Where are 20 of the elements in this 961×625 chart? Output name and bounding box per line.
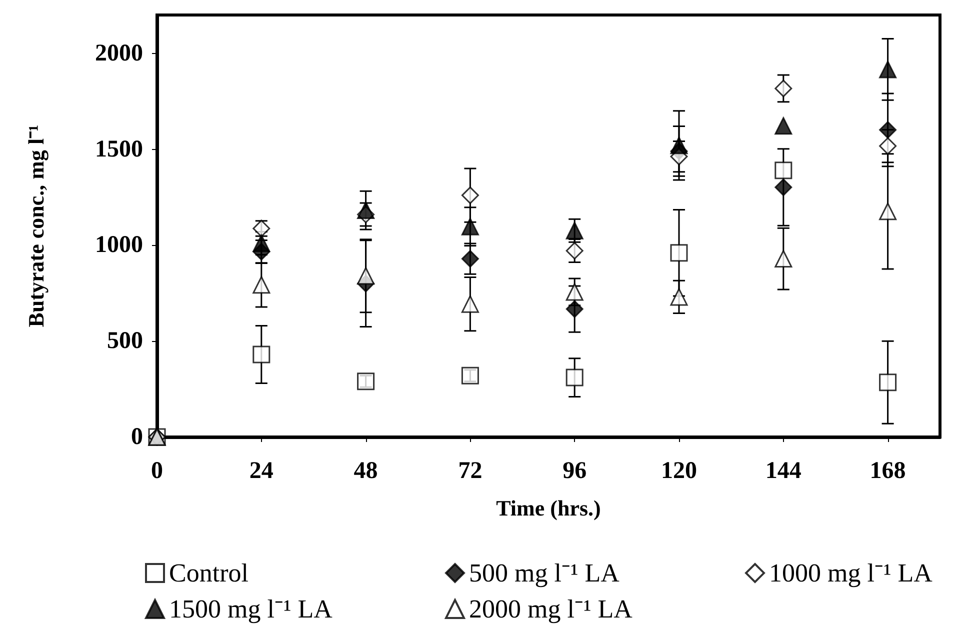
x-tick-label: 48	[354, 458, 378, 484]
y-tick-label: 1500	[95, 136, 143, 162]
x-tick-label: 72	[458, 458, 482, 484]
y-tick-label: 2000	[95, 40, 143, 66]
x-tick-label: 96	[562, 458, 587, 484]
x-tick-label: 120	[661, 458, 697, 484]
y-tick-label: 0	[131, 424, 143, 450]
legend-label: 500 mg l⁻¹ LA	[469, 558, 620, 588]
x-tick-label: 0	[151, 458, 163, 484]
y-tick-label: 500	[107, 328, 143, 354]
y-axis-title: Butyrate conc., mg l⁻¹	[24, 124, 48, 328]
legend-label: Control	[169, 558, 248, 588]
x-axis-title: Time (hrs.)	[496, 496, 601, 520]
legend-label: 1500 mg l⁻¹ LA	[169, 594, 333, 624]
y-tick-label: 1000	[95, 232, 143, 258]
legend-label: 1000 mg l⁻¹ LA	[769, 558, 933, 588]
x-tick-label: 168	[870, 458, 906, 484]
x-tick-label: 24	[249, 458, 274, 484]
legend-label: 2000 mg l⁻¹ LA	[469, 594, 633, 624]
x-tick-label: 144	[765, 458, 802, 484]
